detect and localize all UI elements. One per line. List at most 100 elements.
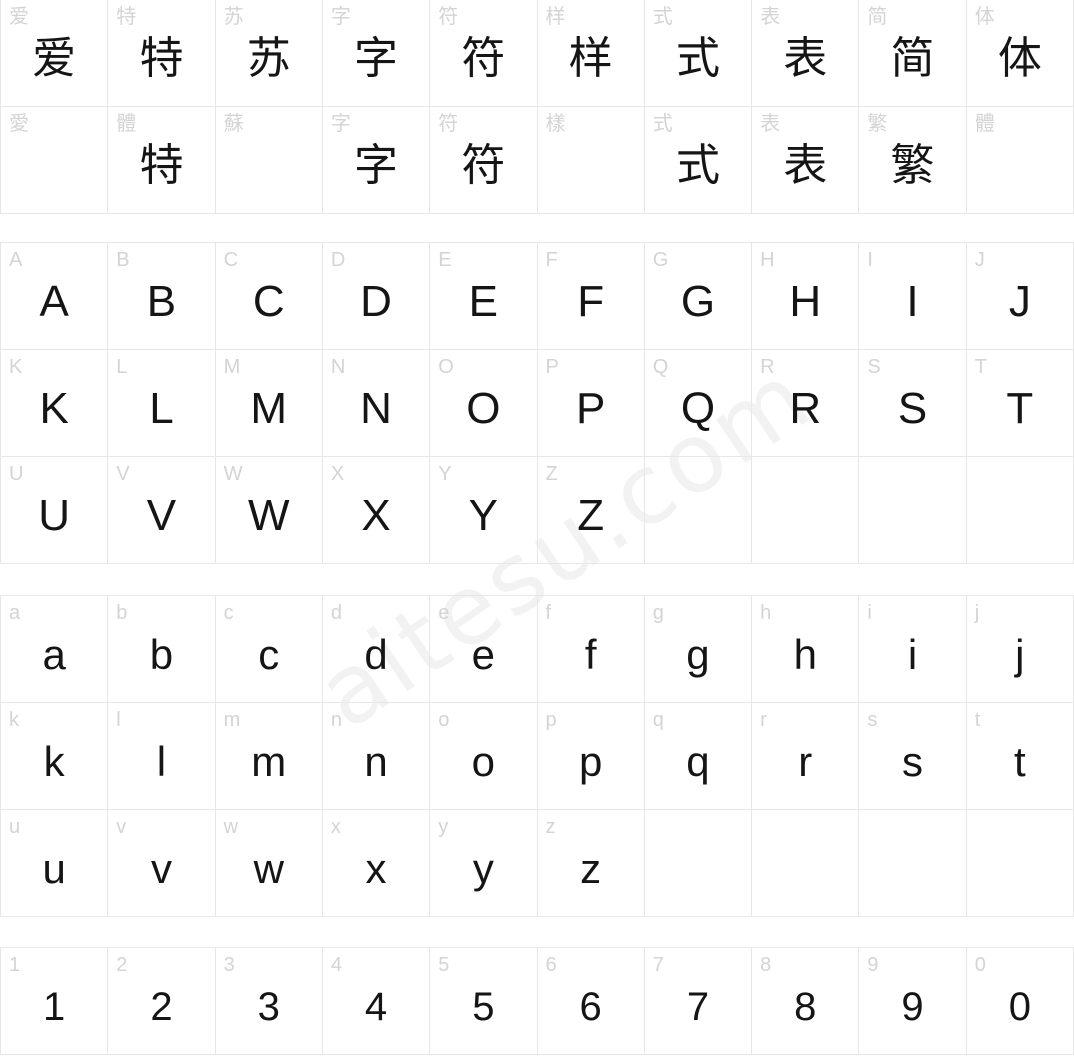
cell-glyph: 字 <box>354 34 399 83</box>
cell-glyph: C <box>252 277 285 326</box>
cell-label: Z <box>545 463 558 485</box>
cell-label: 0 <box>974 954 986 976</box>
cell-glyph: Y <box>468 491 499 540</box>
cell-label: X <box>330 463 345 485</box>
cell-glyph: v <box>150 845 172 892</box>
cell-label: j <box>974 602 980 624</box>
cell-glyph: g <box>686 631 710 678</box>
cell-label: s <box>867 709 878 731</box>
cell-label: Q <box>652 356 669 378</box>
cell-label: z <box>545 816 556 838</box>
cell-glyph: 符 <box>461 34 506 83</box>
cell-label: a <box>9 602 21 624</box>
cell-label: 1 <box>9 954 21 976</box>
cell-glyph: x <box>365 845 387 892</box>
cell-label: b <box>116 602 128 624</box>
cell-label: O <box>438 356 454 378</box>
cell-label: 符 <box>438 113 459 135</box>
glyph-cell: 表表 <box>752 0 860 107</box>
cell-glyph: 爱 <box>32 34 77 83</box>
cell-glyph: 4 <box>364 985 388 1029</box>
cell-label: v <box>116 816 127 838</box>
cell-glyph: c <box>258 631 280 678</box>
cell-label: V <box>116 463 130 485</box>
cell-glyph: H <box>789 277 822 326</box>
cell-glyph: b <box>149 631 174 678</box>
glyph-cell <box>644 810 753 917</box>
cell-label: w <box>223 816 239 838</box>
cell-label: W <box>223 463 243 485</box>
cell-label: n <box>330 709 343 731</box>
cell-glyph: t <box>1014 738 1026 785</box>
cell-glyph: M <box>250 384 288 433</box>
cell-glyph: 式 <box>675 141 720 190</box>
cell-label: c <box>223 602 234 624</box>
cell-glyph: 样 <box>568 34 613 83</box>
cell-glyph: i <box>907 631 918 678</box>
cell-label: f <box>545 602 552 624</box>
cell-label: Y <box>438 463 452 485</box>
cell-glyph: h <box>793 631 817 678</box>
cell-glyph: d <box>364 631 388 678</box>
cell-glyph: 体 <box>997 34 1042 83</box>
glyph-cell: 苏苏 <box>215 0 323 107</box>
glyph-cell: 繁繁 <box>859 107 967 214</box>
glyph-cell: 蘇 <box>215 107 323 214</box>
cell-label: 7 <box>652 954 664 976</box>
glyph-cell: 體特 <box>108 107 216 214</box>
glyph-cell: 愛 <box>1 107 109 214</box>
cell-glyph: L <box>149 384 174 433</box>
cell-label: h <box>760 602 772 624</box>
glyph-cell <box>752 457 860 564</box>
cell-label: 字 <box>330 6 351 28</box>
glyph-cell <box>859 810 967 917</box>
cell-label: 蘇 <box>223 113 244 135</box>
cell-label: 8 <box>760 954 772 976</box>
cell-label: 爱 <box>9 6 29 28</box>
cell-label: 9 <box>867 954 879 976</box>
cell-label: e <box>438 602 450 624</box>
cell-label: S <box>867 356 881 378</box>
cell-label: M <box>223 356 241 378</box>
cell-label: P <box>545 356 559 378</box>
cell-label: l <box>116 709 121 731</box>
cell-glyph: o <box>471 738 496 785</box>
cell-glyph: 7 <box>686 985 710 1029</box>
cell-label: T <box>974 356 987 378</box>
cell-glyph: y <box>472 845 494 892</box>
glyph-cell: 式式 <box>644 107 753 214</box>
cell-glyph: l <box>156 738 167 785</box>
cell-glyph: r <box>798 738 813 785</box>
glyph-cell <box>859 457 967 564</box>
cell-label: 式 <box>652 113 673 135</box>
cell-glyph: J <box>1008 277 1031 326</box>
cell-label: F <box>545 249 558 271</box>
cell-glyph: S <box>897 384 928 433</box>
cell-glyph: 表 <box>783 141 828 190</box>
